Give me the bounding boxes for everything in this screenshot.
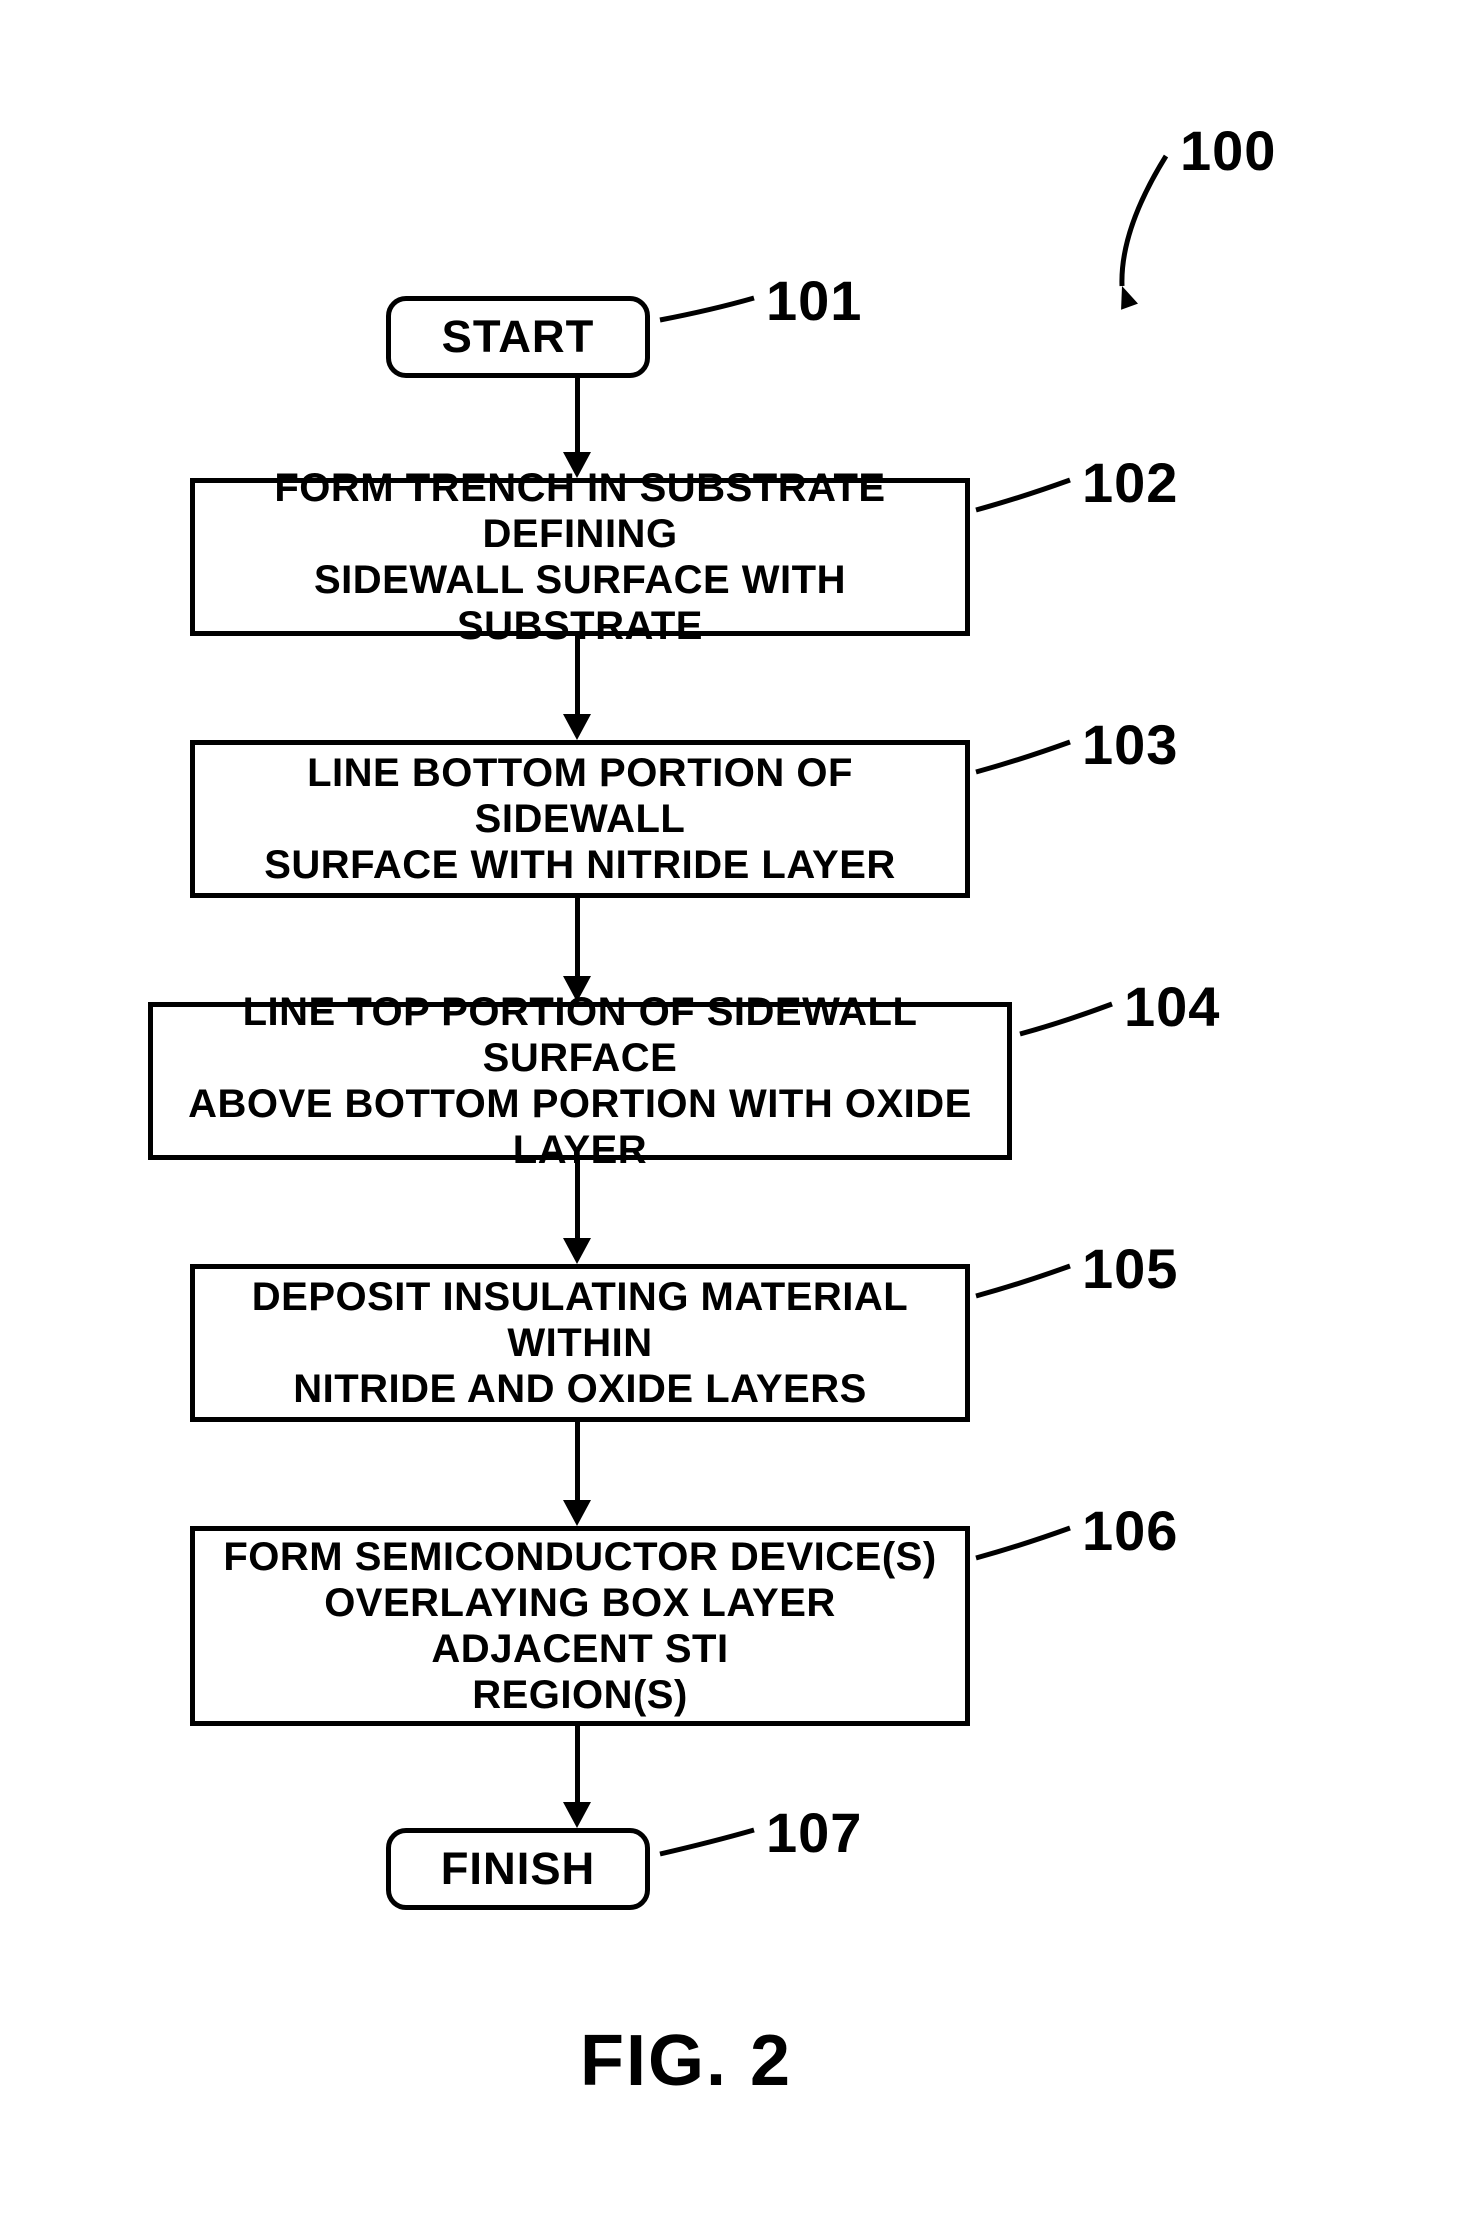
flowchart-label-finish: 107: [766, 1800, 862, 1865]
flowchart-box-b106: FORM SEMICONDUCTOR DEVICE(S) OVERLAYING …: [190, 1526, 970, 1726]
flowchart-overall-label: 100: [1180, 118, 1276, 183]
overall-leader-arrow: [1100, 136, 1186, 306]
figure-caption: FIG. 2: [580, 2020, 792, 2102]
flowchart-box-finish: FINISH: [386, 1828, 650, 1910]
leader-line: [956, 1508, 1090, 1578]
flowchart-box-text: FORM TRENCH IN SUBSTRATE DEFINING SIDEWA…: [215, 465, 945, 649]
flowchart-box-text: LINE TOP PORTION OF SIDEWALL SURFACE ABO…: [173, 989, 987, 1173]
flowchart-label-b105: 105: [1082, 1236, 1178, 1301]
flowchart-box-b105: DEPOSIT INSULATING MATERIAL WITHIN NITRI…: [190, 1264, 970, 1422]
flowchart-label-b104: 104: [1124, 974, 1220, 1039]
flowchart-box-b104: LINE TOP PORTION OF SIDEWALL SURFACE ABO…: [148, 1002, 1012, 1160]
flowchart-box-b102: FORM TRENCH IN SUBSTRATE DEFINING SIDEWA…: [190, 478, 970, 636]
flowchart-label-b102: 102: [1082, 450, 1178, 515]
flowchart-box-start: START: [386, 296, 650, 378]
flowchart-box-text: START: [442, 311, 595, 363]
leader-line: [956, 722, 1090, 792]
flowchart-canvas: START FORM TRENCH IN SUBSTRATE DEFINING S…: [0, 0, 1480, 2229]
leader-line: [1000, 984, 1132, 1054]
leader-line: [640, 278, 774, 340]
leader-line: [640, 1810, 774, 1874]
flowchart-label-b103: 103: [1082, 712, 1178, 777]
flowchart-box-text: DEPOSIT INSULATING MATERIAL WITHIN NITRI…: [215, 1274, 945, 1412]
flowchart-box-b103: LINE BOTTOM PORTION OF SIDEWALL SURFACE …: [190, 740, 970, 898]
flowchart-box-text: FINISH: [441, 1843, 596, 1895]
flowchart-box-text: LINE BOTTOM PORTION OF SIDEWALL SURFACE …: [215, 750, 945, 888]
leader-line: [956, 1246, 1090, 1316]
flowchart-box-text: FORM SEMICONDUCTOR DEVICE(S) OVERLAYING …: [215, 1534, 945, 1718]
flowchart-label-b106: 106: [1082, 1498, 1178, 1563]
leader-line: [956, 460, 1090, 530]
flowchart-label-start: 101: [766, 268, 862, 333]
